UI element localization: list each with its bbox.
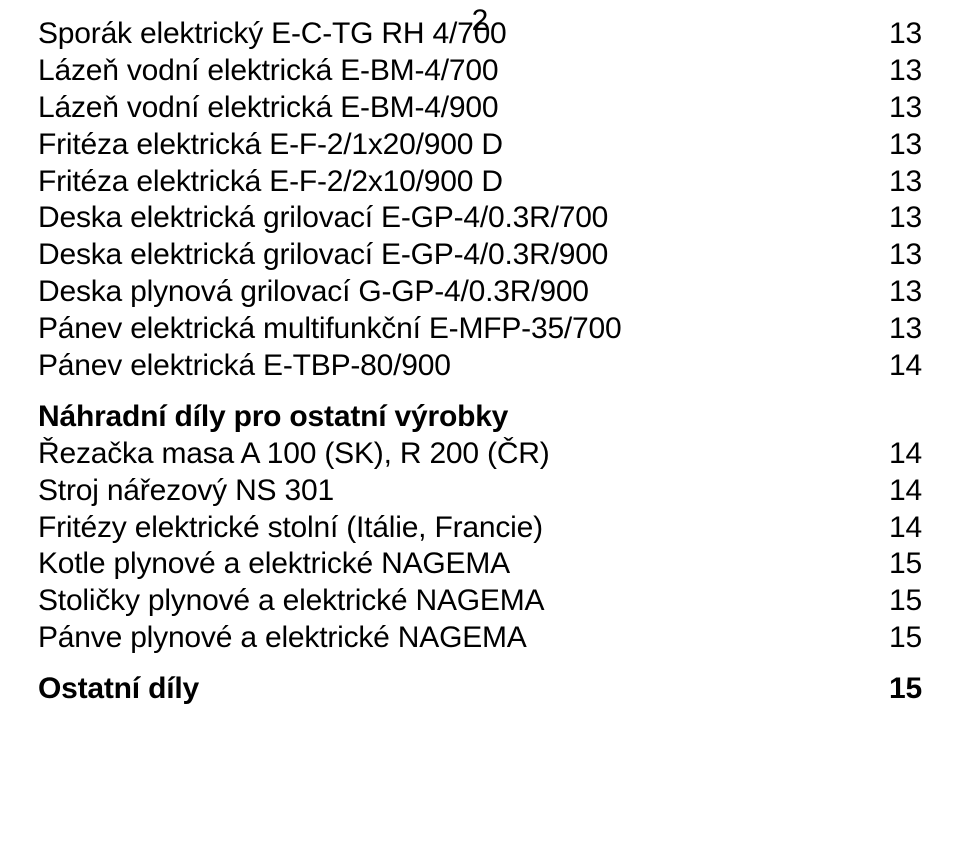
row-value: 14: [877, 473, 922, 510]
row-label: Fritéza elektrická E-F-2/2x10/900 D: [38, 164, 877, 201]
row-value: 15: [877, 583, 922, 620]
row-value: 14: [877, 510, 922, 547]
row-label: Kotle plynové a elektrické NAGEMA: [38, 546, 877, 583]
row-label: Stoličky plynové a elektrické NAGEMA: [38, 583, 877, 620]
list-row: Kotle plynové a elektrické NAGEMA15: [38, 546, 922, 583]
list-row: Fritéza elektrická E-F-2/1x20/900 D13: [38, 127, 922, 164]
row-value: 13: [877, 274, 922, 311]
row-label: Fritézy elektrické stolní (Itálie, Franc…: [38, 510, 877, 547]
list-row: Lázeň vodní elektrická E-BM-4/70013: [38, 53, 922, 90]
list-row: Fritézy elektrické stolní (Itálie, Franc…: [38, 510, 922, 547]
list-row: Fritéza elektrická E-F-2/2x10/900 D13: [38, 164, 922, 201]
row-value: 15: [877, 671, 922, 708]
list-row: Řezačka masa A 100 (SK), R 200 (ČR)14: [38, 436, 922, 473]
list-row: Stoličky plynové a elektrické NAGEMA15: [38, 583, 922, 620]
row-label: Lázeň vodní elektrická E-BM-4/700: [38, 53, 877, 90]
list-row: Pánev elektrická multifunkční E-MFP-35/7…: [38, 311, 922, 348]
list-row: Ostatní díly15: [38, 671, 922, 708]
row-label: Deska elektrická grilovací E-GP-4/0.3R/9…: [38, 237, 877, 274]
row-label: Lázeň vodní elektrická E-BM-4/900: [38, 90, 877, 127]
list-row: Stroj nářezový NS 30114: [38, 473, 922, 510]
list-row: Deska elektrická grilovací E-GP-4/0.3R/7…: [38, 200, 922, 237]
row-value: 13: [877, 237, 922, 274]
content-list: Sporák elektrický E-C-TG RH 4/70013Lázeň…: [38, 10, 922, 708]
row-label: Deska elektrická grilovací E-GP-4/0.3R/7…: [38, 200, 877, 237]
row-value: 13: [877, 164, 922, 201]
row-label: Pánev elektrická multifunkční E-MFP-35/7…: [38, 311, 877, 348]
row-label: Pánev elektrická E-TBP-80/900: [38, 348, 877, 385]
list-row: Deska elektrická grilovací E-GP-4/0.3R/9…: [38, 237, 922, 274]
row-value: 14: [877, 436, 922, 473]
row-label: Fritéza elektrická E-F-2/1x20/900 D: [38, 127, 877, 164]
row-value: 15: [877, 620, 922, 657]
row-value: 13: [877, 200, 922, 237]
list-row: Lázeň vodní elektrická E-BM-4/90013: [38, 90, 922, 127]
list-row: Deska plynová grilovací G-GP-4/0.3R/9001…: [38, 274, 922, 311]
row-label: Stroj nářezový NS 301: [38, 473, 877, 510]
row-value: 13: [877, 127, 922, 164]
row-value: 13: [877, 90, 922, 127]
page-number: 2: [0, 4, 960, 38]
row-label: Náhradní díly pro ostatní výrobky: [38, 399, 922, 436]
list-row: Pánev elektrická E-TBP-80/90014: [38, 348, 922, 385]
row-value: 15: [877, 546, 922, 583]
list-row: Pánve plynové a elektrické NAGEMA15: [38, 620, 922, 657]
page: 2 Sporák elektrický E-C-TG RH 4/70013Láz…: [0, 0, 960, 860]
row-value: 13: [877, 53, 922, 90]
row-value: 13: [877, 311, 922, 348]
row-label: Deska plynová grilovací G-GP-4/0.3R/900: [38, 274, 877, 311]
row-label: Ostatní díly: [38, 671, 877, 708]
row-value: 14: [877, 348, 922, 385]
list-row: Náhradní díly pro ostatní výrobky: [38, 399, 922, 436]
row-label: Pánve plynové a elektrické NAGEMA: [38, 620, 877, 657]
row-label: Řezačka masa A 100 (SK), R 200 (ČR): [38, 436, 877, 473]
